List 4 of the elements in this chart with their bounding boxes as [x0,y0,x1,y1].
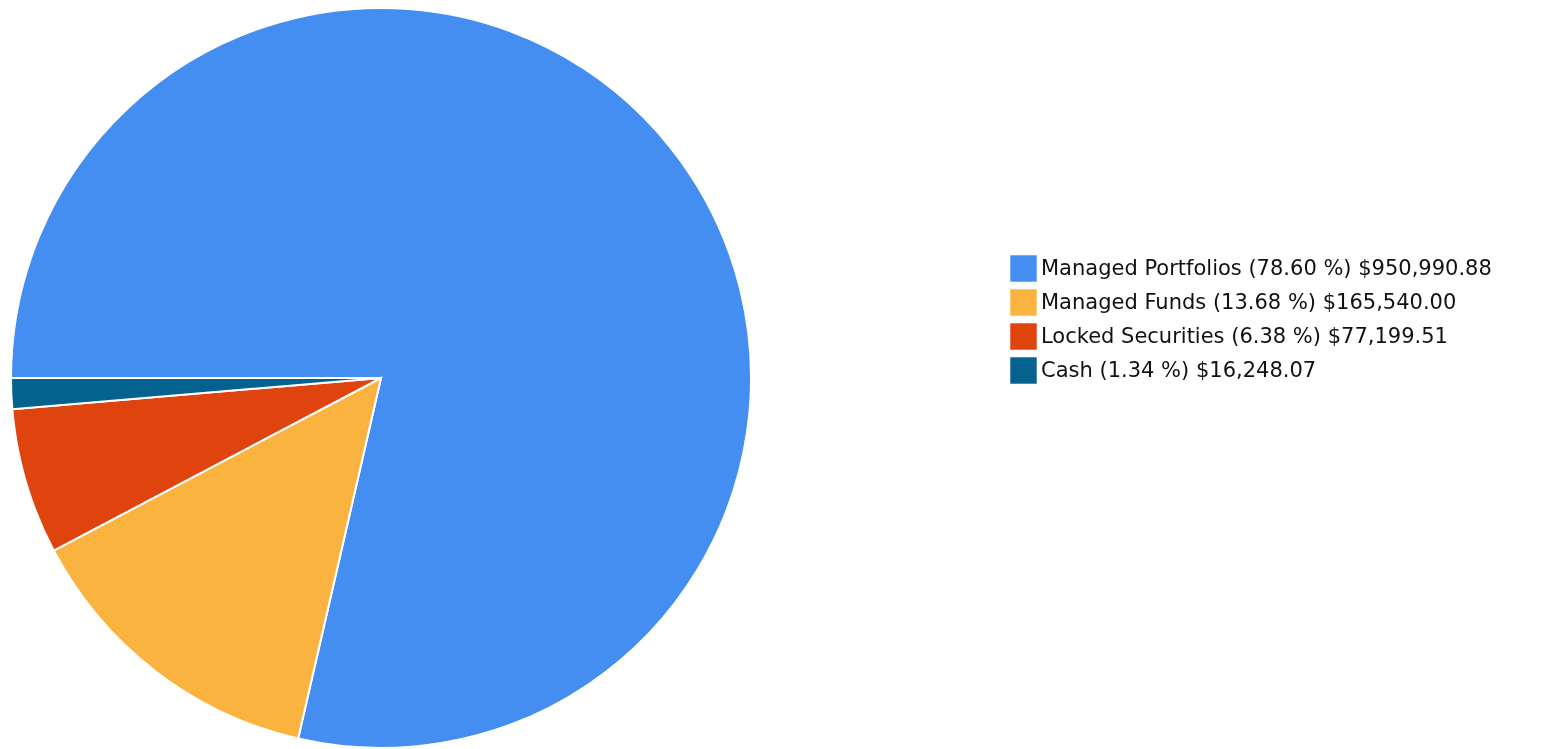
legend-label: Managed Funds (13.68 %) $165,540.00 [1041,289,1457,314]
legend-label: Managed Portfolios (78.60 %) $950,990.88 [1041,255,1492,280]
legend-label: Locked Securities (6.38 %) $77,199.51 [1041,323,1448,348]
legend-label: Cash (1.34 %) $16,248.07 [1041,357,1317,382]
